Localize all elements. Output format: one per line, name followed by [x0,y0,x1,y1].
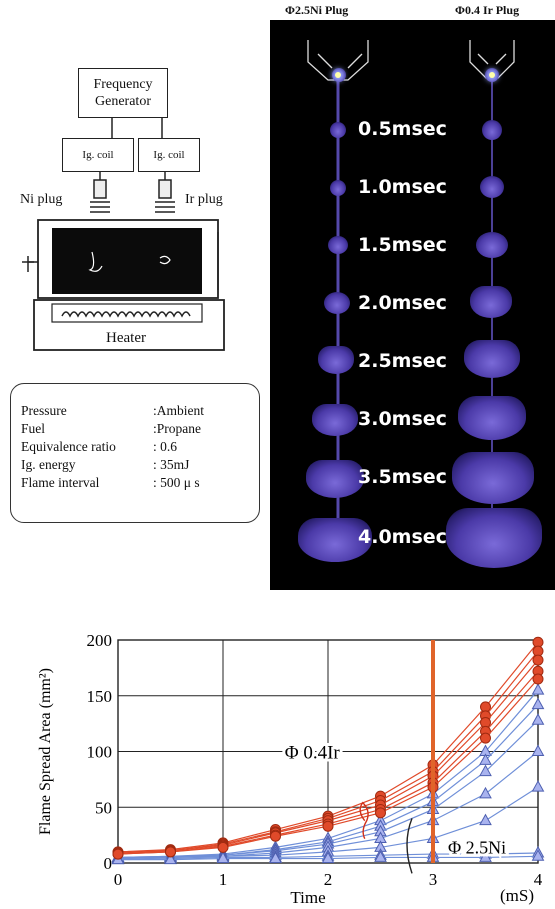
ni-data-point [374,850,387,862]
ni-data-point [531,849,545,861]
x-axis-label: Time [290,888,325,907]
flame-ni-6 [312,404,358,436]
flame-ir-1 [482,120,502,140]
condition-value: : 500 μ s [153,475,200,490]
flame-ni-2 [330,180,346,196]
flame-ir-8 [446,508,542,568]
condition-row: Flame interval : 500 μ s [21,474,259,492]
flame-ir-2 [480,176,504,198]
flame-ni-3 [328,236,348,254]
ni-data-point [531,744,545,756]
condition-row: Pressure :Ambient [21,402,259,420]
time-label: 1.0msec [358,176,447,198]
ir-plug-label: Ir plug [185,192,223,207]
ni-data-point [164,852,177,865]
ir-data-point [480,732,491,744]
flame-ir-4 [470,286,512,318]
condition-value: :Ambient [153,403,204,418]
condition-row: Ig. energy : 35mJ [21,456,259,474]
ni-data-point [479,850,492,862]
ir-data-point [532,654,544,666]
y-tick-label: 150 [87,687,113,706]
flame-ir-3 [476,232,508,258]
heater-label: Heater [106,330,146,346]
ni-data-point [479,753,492,765]
photo-header-ir: Φ0.4 Ir Plug [455,3,520,17]
condition-value: :Propane [153,421,201,436]
ir-annotation: Φ 0.4Ir [285,743,341,764]
ir-data-point [532,673,544,685]
ir-bracket [359,801,369,839]
ni-data-point [479,813,492,826]
ir-data-point [165,846,176,858]
apparatus-wiring [22,118,225,351]
x-axis-unit: (mS) [500,886,534,905]
condition-value: : 0.6 [153,439,178,454]
ni-annotation: Φ 2.5Ni [448,837,506,857]
ig-coil-left: Ig. coil [62,138,134,172]
ni-bracket [406,818,413,874]
flame-ni-8 [298,518,372,562]
test-conditions-box: Pressure :Ambient Fuel :Propane Equivale… [10,383,260,523]
spark-core [489,72,495,78]
time-label: 2.5msec [358,350,447,372]
spark-core [335,72,341,78]
condition-value: : 35mJ [153,457,190,472]
time-label: 1.5msec [358,234,447,256]
flame-photo-panel: 0.5msec 1.0msec 1.5msec 2.0msec 2.5msec … [270,20,555,590]
y-tick-label: 50 [95,798,112,817]
flame-ir-5 [464,340,520,378]
flame-ni-1 [330,122,346,138]
time-label: 0.5msec [358,118,447,140]
condition-key: Equivalence ratio [21,439,116,454]
y-tick-label: 0 [104,854,113,873]
condition-row: Fuel :Propane [21,420,259,438]
ni-data-point [531,713,545,725]
ni-data-point [531,780,545,792]
time-label: 3.0msec [358,408,447,430]
frequency-generator-box: Frequency Generator [78,68,168,118]
x-tick-label: 0 [114,870,123,889]
time-label: 3.5msec [358,466,447,488]
ig-coil-right: Ig. coil [138,138,200,172]
flame-ni-4 [324,292,350,314]
ni-data-point [479,764,492,777]
flame-ir-6 [458,396,526,440]
ni-data-point [531,683,545,695]
flame-ni-5 [318,346,354,374]
condition-key: Flame interval [21,475,100,490]
ir-data-point [217,841,229,853]
time-label: 2.0msec [358,292,447,314]
condition-key: Ig. energy [21,457,76,472]
y-tick-label: 100 [87,743,113,762]
ni-data-point [321,851,335,864]
x-tick-label: 3 [429,870,438,889]
ir-data-point [322,820,334,832]
condition-key: Fuel [21,421,46,436]
ni-data-point [269,851,282,864]
flame-spread-chart: 0 50 100 150 200 0 1 2 3 4 Flame Spread Area (mm²)… [37,631,545,907]
ni-data-point [216,851,230,864]
x-tick-label: 2 [324,870,333,889]
condition-key: Pressure [21,403,67,418]
x-tick-label: 4 [534,870,543,889]
time-label: 4.0msec [358,526,447,548]
flame-ni-7 [306,460,364,498]
ig-coil-left-label: Ig. coil [82,149,114,161]
ni-plug-label: Ni plug [20,192,63,207]
photo-header-ni: Φ2.5Ni Plug [285,3,349,17]
ig-coil-right-label: Ig. coil [153,149,185,161]
x-tick-label: 1 [219,870,228,889]
ir-data-point [270,830,281,842]
ni-data-point [479,786,492,799]
flame-ir-7 [452,452,534,504]
ir-data-point [375,807,386,819]
ni-data-point [531,697,545,710]
frequency-generator-label: Frequency Generator [93,77,153,109]
y-axis-label: Flame Spread Area (mm²) [37,668,54,835]
ir-data-point [112,848,124,860]
condition-row: Equivalence ratio : 0.6 [21,438,259,456]
y-tick-label: 200 [87,631,113,650]
